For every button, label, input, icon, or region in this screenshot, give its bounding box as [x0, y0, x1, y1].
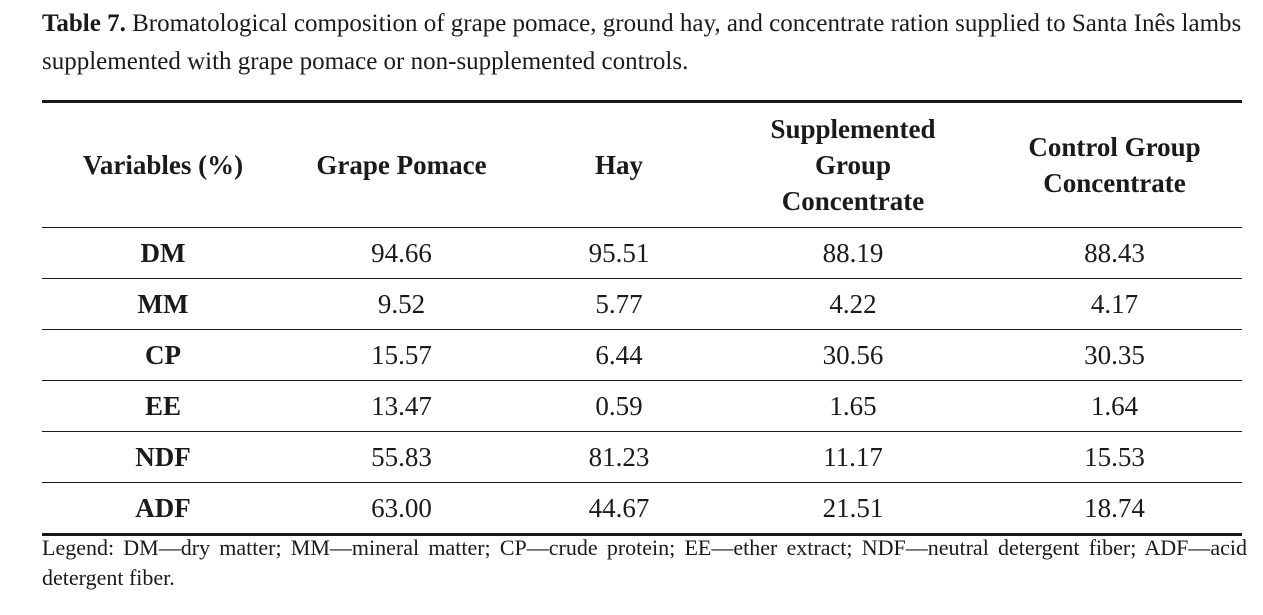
header-variables: Variables (%): [42, 101, 284, 228]
cell-value: 0.59: [519, 380, 719, 432]
table-caption: Table 7. Bromatological composition of g…: [42, 5, 1242, 81]
table-row: MM 9.52 5.77 4.22 4.17: [42, 278, 1242, 330]
header-hay: Hay: [519, 101, 719, 228]
row-variable: MM: [42, 278, 284, 330]
cell-value: 4.22: [719, 278, 987, 330]
table-row: CP 15.57 6.44 30.56 30.35: [42, 329, 1242, 381]
table-row: EE 13.47 0.59 1.65 1.64: [42, 380, 1242, 432]
row-variable: ADF: [42, 482, 284, 536]
table-row: NDF 55.83 81.23 11.17 15.53: [42, 431, 1242, 483]
header-row: Variables (%) Grape Pomace Hay Supplemen…: [42, 101, 1242, 228]
table-label: Table 7.: [42, 10, 126, 37]
row-variable: EE: [42, 380, 284, 432]
table-row: ADF 63.00 44.67 21.51 18.74: [42, 482, 1242, 536]
table-row: DM 94.66 95.51 88.19 88.43: [42, 227, 1242, 279]
cell-value: 88.43: [987, 227, 1242, 279]
cell-value: 95.51: [519, 227, 719, 279]
cell-value: 15.53: [987, 431, 1242, 483]
cell-value: 6.44: [519, 329, 719, 381]
cell-value: 18.74: [987, 482, 1242, 536]
cell-value: 44.67: [519, 482, 719, 536]
cell-value: 55.83: [284, 431, 519, 483]
cell-value: 21.51: [719, 482, 987, 536]
cell-value: 88.19: [719, 227, 987, 279]
cell-value: 15.57: [284, 329, 519, 381]
cell-value: 30.35: [987, 329, 1242, 381]
cell-value: 30.56: [719, 329, 987, 381]
header-grape-pomace: Grape Pomace: [284, 101, 519, 228]
cell-value: 63.00: [284, 482, 519, 536]
header-control-text: Control Group Concentrate: [1028, 132, 1201, 198]
cell-value: 9.52: [284, 278, 519, 330]
header-supplemented-concentrate: Supplemented Group Concentrate: [719, 101, 987, 228]
cell-value: 1.65: [719, 380, 987, 432]
cell-value: 1.64: [987, 380, 1242, 432]
header-control-concentrate: Control Group Concentrate: [987, 101, 1242, 228]
cell-value: 4.17: [987, 278, 1242, 330]
row-variable: CP: [42, 329, 284, 381]
header-supplemented-text: Supplemented Group Concentrate: [770, 114, 936, 216]
composition-table: Variables (%) Grape Pomace Hay Supplemen…: [42, 100, 1242, 536]
cell-value: 13.47: [284, 380, 519, 432]
cell-value: 94.66: [284, 227, 519, 279]
caption-text: Bromatological composition of grape poma…: [42, 10, 1242, 75]
cell-value: 81.23: [519, 431, 719, 483]
row-variable: NDF: [42, 431, 284, 483]
cell-value: 5.77: [519, 278, 719, 330]
row-variable: DM: [42, 227, 284, 279]
table-legend: Legend: DM—dry matter; MM—mineral matter…: [42, 535, 1247, 590]
cell-value: 11.17: [719, 431, 987, 483]
